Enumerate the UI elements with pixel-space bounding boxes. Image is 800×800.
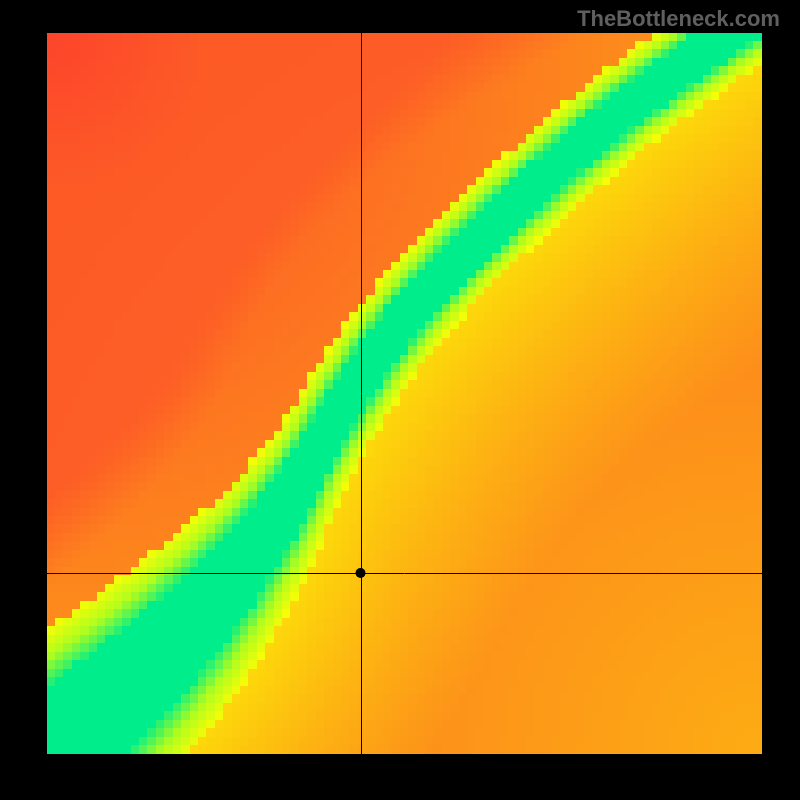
plot-area <box>47 33 762 754</box>
chart-container: TheBottleneck.com <box>0 0 800 800</box>
overlay-canvas <box>47 33 762 754</box>
watermark-text: TheBottleneck.com <box>577 6 780 32</box>
